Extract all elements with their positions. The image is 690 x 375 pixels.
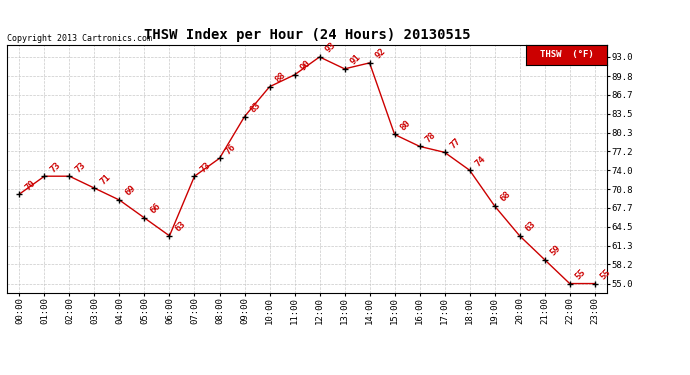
Point	[189, 173, 200, 179]
Point	[314, 54, 325, 60]
Text: 78: 78	[424, 130, 437, 144]
Point	[164, 233, 175, 239]
Text: 77: 77	[448, 136, 463, 150]
Point	[339, 66, 350, 72]
Point	[14, 191, 25, 197]
Point	[89, 185, 100, 191]
Point	[439, 149, 450, 155]
Point	[489, 203, 500, 209]
Point	[264, 84, 275, 90]
Point	[539, 257, 550, 263]
Point	[414, 143, 425, 149]
Point	[239, 114, 250, 120]
Point	[364, 60, 375, 66]
Text: 90: 90	[299, 58, 313, 73]
Text: 76: 76	[224, 142, 237, 156]
Text: 73: 73	[199, 160, 213, 174]
Text: 83: 83	[248, 100, 263, 114]
Text: 70: 70	[23, 178, 37, 192]
Point	[389, 132, 400, 138]
Text: 93: 93	[324, 41, 337, 55]
Text: 73: 73	[48, 160, 63, 174]
Text: 69: 69	[124, 184, 137, 198]
Point	[514, 233, 525, 239]
Text: 55: 55	[599, 267, 613, 281]
Point	[589, 280, 600, 286]
Point	[114, 197, 125, 203]
Text: 68: 68	[499, 190, 513, 204]
Text: 71: 71	[99, 172, 112, 186]
Text: 88: 88	[274, 70, 288, 85]
Point	[464, 167, 475, 173]
Text: 74: 74	[474, 154, 488, 168]
Point	[214, 155, 225, 161]
Text: 63: 63	[524, 220, 538, 234]
Text: 92: 92	[374, 47, 388, 61]
Text: 63: 63	[174, 220, 188, 234]
Text: Copyright 2013 Cartronics.com: Copyright 2013 Cartronics.com	[7, 33, 152, 42]
Point	[289, 72, 300, 78]
Text: 66: 66	[148, 202, 163, 216]
Text: 91: 91	[348, 53, 363, 67]
Point	[139, 215, 150, 221]
Text: 59: 59	[549, 244, 563, 258]
Point	[64, 173, 75, 179]
Text: 73: 73	[74, 160, 88, 174]
Title: THSW Index per Hour (24 Hours) 20130515: THSW Index per Hour (24 Hours) 20130515	[144, 28, 471, 42]
Text: 55: 55	[574, 267, 588, 281]
Point	[39, 173, 50, 179]
Point	[564, 280, 575, 286]
Text: 80: 80	[399, 118, 413, 132]
